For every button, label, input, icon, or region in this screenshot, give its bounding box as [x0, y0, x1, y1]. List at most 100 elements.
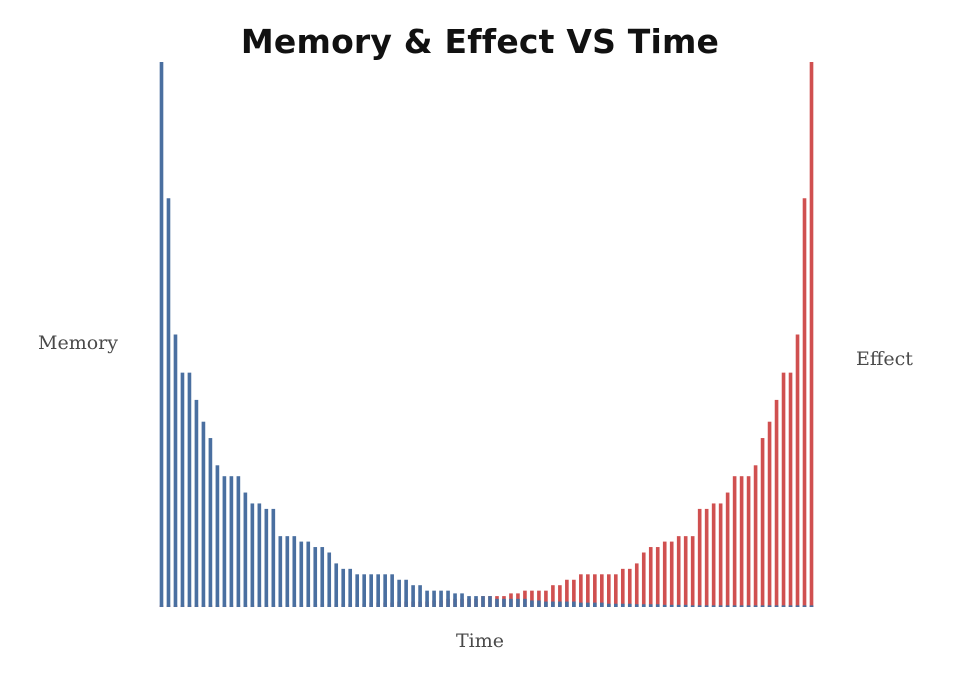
memory-bar: [537, 600, 541, 607]
memory-bar: [648, 604, 653, 607]
effect-bar: [544, 590, 548, 607]
memory-bar: [467, 596, 471, 607]
memory-bar: [795, 605, 800, 608]
memory-bar: [788, 605, 793, 608]
memory-bar: [662, 604, 667, 607]
effect-bar: [641, 552, 646, 607]
memory-bar: [753, 605, 758, 608]
memory-bar: [166, 198, 171, 607]
memory-bar: [732, 605, 737, 608]
memory-bar: [676, 604, 681, 607]
memory-bar: [404, 579, 408, 607]
memory-bar: [579, 602, 583, 607]
memory-bar: [690, 605, 695, 608]
memory-bar: [655, 604, 660, 607]
effect-bar: [739, 476, 744, 607]
memory-bar: [760, 605, 765, 608]
memory-bar: [474, 596, 478, 607]
memory-bar: [613, 603, 618, 607]
memory-bar: [641, 604, 646, 607]
memory-bar: [509, 598, 513, 607]
memory-bar: [376, 574, 380, 607]
effect-bar: [725, 492, 730, 607]
memory-bar: [781, 605, 786, 608]
memory-bar: [593, 602, 597, 607]
effect-bar: [655, 547, 660, 607]
effect-bar: [572, 579, 576, 607]
memory-bar: [341, 568, 346, 607]
effect-bar: [774, 399, 779, 607]
effect-bar: [600, 574, 604, 607]
memory-bar: [774, 605, 779, 608]
effect-bar: [781, 372, 786, 607]
memory-bar: [264, 508, 269, 607]
memory-bar: [572, 601, 576, 607]
memory-bar: [711, 605, 716, 608]
effect-bar: [523, 590, 527, 607]
memory-bar: [278, 536, 283, 607]
memory-bar: [502, 598, 506, 607]
effect-bar: [613, 574, 618, 607]
memory-bar: [236, 476, 241, 607]
effect-bar: [634, 563, 639, 607]
memory-bar: [627, 603, 632, 607]
memory-series: [159, 62, 814, 608]
memory-bar: [397, 579, 401, 607]
memory-bar: [159, 62, 164, 607]
memory-bar: [544, 601, 548, 607]
effect-bar: [732, 476, 737, 607]
memory-bar: [620, 603, 625, 607]
effect-bar: [753, 465, 758, 607]
memory-bar: [222, 476, 227, 607]
effect-bar: [662, 541, 667, 607]
y-axis-label-memory: Memory: [38, 332, 118, 354]
memory-bar: [334, 563, 339, 607]
memory-bar: [767, 605, 772, 608]
memory-bar: [523, 598, 527, 607]
effect-bar: [711, 503, 716, 607]
memory-bar: [187, 372, 192, 607]
memory-bar: [257, 503, 262, 607]
effect-bar: [648, 547, 653, 607]
memory-bar: [194, 399, 199, 607]
memory-bar: [313, 547, 318, 607]
memory-bar: [607, 603, 611, 607]
effect-bar: [579, 574, 583, 607]
memory-bar: [411, 585, 415, 607]
memory-bar: [362, 574, 366, 607]
memory-bar: [292, 536, 297, 607]
memory-bar: [418, 585, 422, 607]
effect-bar: [558, 585, 562, 607]
memory-bar: [739, 605, 744, 608]
effect-bar: [802, 198, 807, 607]
memory-bar: [565, 601, 569, 607]
memory-bar: [383, 574, 387, 607]
effect-bar: [593, 574, 597, 607]
effect-bar: [586, 574, 590, 607]
effect-bar: [746, 476, 751, 607]
x-axis-label: Time: [455, 630, 504, 652]
memory-bar: [439, 590, 443, 607]
effect-bar: [690, 536, 695, 607]
memory-bar: [704, 605, 709, 608]
memory-bar: [634, 604, 639, 607]
memory-bar: [683, 604, 688, 607]
memory-bar: [173, 334, 178, 607]
memory-bar: [558, 601, 562, 607]
effect-bar: [530, 590, 534, 607]
memory-bar: [180, 372, 185, 607]
memory-bar: [530, 600, 534, 607]
memory-bar: [215, 465, 220, 607]
effect-bar: [718, 503, 723, 607]
memory-bar: [460, 593, 464, 608]
memory-bar: [369, 574, 373, 607]
effect-bar: [697, 508, 702, 607]
effect-bar: [676, 536, 681, 607]
memory-bar: [802, 605, 807, 608]
memory-bar: [355, 574, 360, 607]
memory-bar: [208, 438, 213, 607]
effect-bar: [620, 568, 625, 607]
memory-bar: [446, 590, 450, 607]
y-axis-label-effect: Effect: [856, 348, 913, 370]
effect-bar: [669, 541, 674, 607]
